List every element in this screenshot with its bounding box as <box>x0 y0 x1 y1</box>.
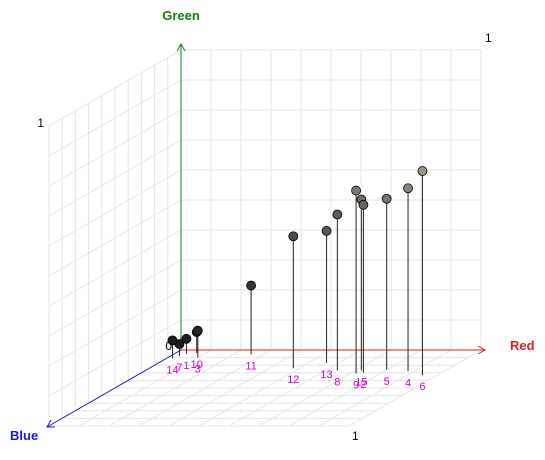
point-label-7: 7 <box>176 362 182 374</box>
point-label-10: 10 <box>191 359 203 371</box>
data-point-1 <box>181 333 192 344</box>
blue-axis-title: Blue <box>10 428 38 443</box>
point-label-3: 3 <box>195 364 201 376</box>
data-point-4 <box>403 183 413 194</box>
point-label-11: 11 <box>245 361 256 373</box>
data-point-5 <box>381 193 392 204</box>
grid-back-wall <box>180 49 482 351</box>
data-point-14 <box>167 335 178 346</box>
point-label-1: 1 <box>183 360 189 372</box>
grid-line <box>318 349 452 427</box>
grid-line <box>48 139 182 217</box>
grid-line <box>288 349 422 427</box>
point-label-9: 9 <box>353 380 359 392</box>
green-axis-tick-min: 0 <box>165 339 172 353</box>
data-point-11 <box>246 280 256 291</box>
data-point-13 <box>321 226 332 236</box>
grid-left-wall <box>48 49 182 427</box>
data-point-8 <box>332 209 343 220</box>
red-axis-title: Red <box>510 338 535 353</box>
data-point-2 <box>358 199 369 210</box>
point-label-15: 15 <box>355 377 367 389</box>
point-label-13: 13 <box>320 369 332 381</box>
grid-line <box>258 349 392 427</box>
point-label-5: 5 <box>384 376 390 388</box>
point-stems <box>171 171 423 376</box>
grid-line <box>48 169 182 247</box>
green-axis-tick-max: 1 <box>37 116 44 130</box>
data-point-6 <box>417 166 428 176</box>
grid-line <box>348 349 482 427</box>
data-point-3 <box>192 325 203 336</box>
red-axis-arrow <box>477 345 487 355</box>
green-axis-title: Green <box>162 8 200 23</box>
grid-line <box>48 199 182 277</box>
grid-floor <box>48 349 482 427</box>
grid-line <box>228 349 362 427</box>
point-label-14: 14 <box>166 364 178 376</box>
point-label-2: 2 <box>360 379 366 391</box>
grid-line <box>48 49 182 127</box>
blue-axis-arrow <box>46 419 56 428</box>
grid-line <box>48 79 182 157</box>
data-point-12 <box>288 231 299 242</box>
blue-axis-line <box>46 349 182 428</box>
data-point-9 <box>351 185 361 196</box>
point-label-12: 12 <box>287 374 299 386</box>
blue-axis-tick-max: 1 <box>352 429 359 443</box>
data-points <box>167 166 428 349</box>
grid-line <box>48 109 182 187</box>
point-label-8: 8 <box>334 377 340 389</box>
green-axis-arrow <box>176 42 186 52</box>
red-axis-tick-max: 1 <box>485 31 492 45</box>
point-label-6: 6 <box>419 381 425 393</box>
point-label-4: 4 <box>405 377 411 389</box>
